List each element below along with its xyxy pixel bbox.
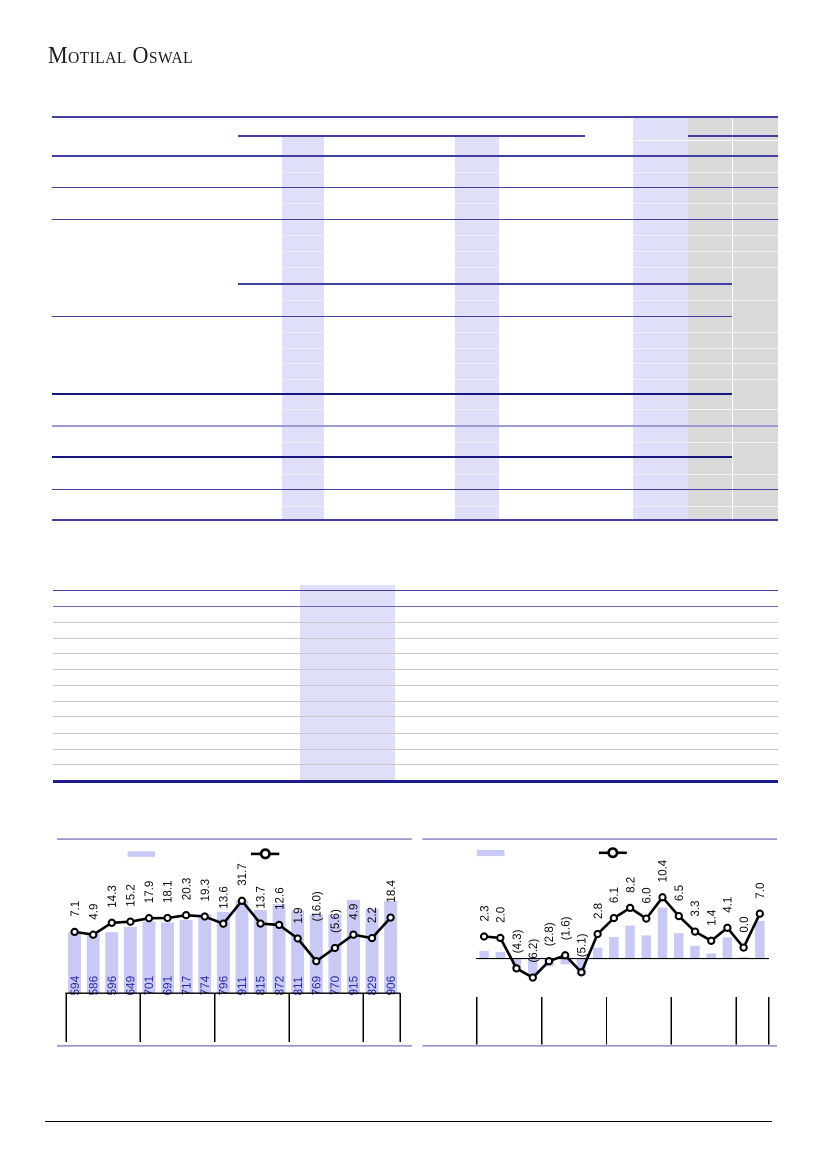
svg-text:7.1: 7.1	[69, 901, 82, 917]
svg-text:0.0: 0.0	[738, 916, 751, 932]
svg-text:829: 829	[365, 976, 379, 996]
svg-text:(5.1): (5.1)	[576, 933, 589, 957]
svg-text:701: 701	[142, 976, 156, 996]
svg-text:594: 594	[68, 975, 82, 995]
svg-text:18.4: 18.4	[385, 879, 398, 902]
svg-text:6.0: 6.0	[641, 887, 654, 903]
svg-text:911: 911	[235, 977, 249, 996]
svg-text:17.9: 17.9	[143, 881, 156, 904]
svg-text:20.3: 20.3	[180, 878, 193, 901]
svg-text:(2.8): (2.8)	[543, 922, 556, 946]
svg-text:8.2: 8.2	[624, 877, 637, 893]
svg-text:2.0: 2.0	[495, 907, 508, 923]
svg-text:769: 769	[310, 976, 324, 996]
svg-text:815: 815	[254, 975, 268, 995]
svg-text:774: 774	[198, 975, 212, 995]
svg-text:6.5: 6.5	[673, 885, 686, 901]
svg-text:796: 796	[217, 975, 231, 995]
svg-text:19.3: 19.3	[199, 879, 212, 902]
svg-text:915: 915	[347, 975, 361, 995]
svg-text:906: 906	[384, 975, 398, 995]
svg-text:13.7: 13.7	[255, 886, 268, 909]
svg-text:13.6: 13.6	[218, 886, 231, 909]
svg-text:6.1: 6.1	[608, 887, 621, 903]
svg-text:7.0: 7.0	[754, 883, 767, 899]
svg-text:(16.0): (16.0)	[311, 891, 324, 921]
svg-text:649: 649	[124, 976, 138, 996]
svg-text:10.4: 10.4	[657, 859, 670, 882]
svg-text:4.9: 4.9	[348, 904, 361, 920]
svg-text:(5.6): (5.6)	[329, 909, 342, 933]
svg-text:31.7: 31.7	[236, 863, 249, 886]
svg-text:12.6: 12.6	[273, 887, 286, 910]
svg-text:2.8: 2.8	[592, 903, 605, 919]
svg-text:4.1: 4.1	[722, 897, 735, 913]
svg-text:717: 717	[179, 976, 193, 996]
svg-text:15.2: 15.2	[125, 884, 138, 907]
svg-text:14.3: 14.3	[106, 885, 119, 908]
svg-text:1.9: 1.9	[292, 907, 305, 923]
svg-text:1.4: 1.4	[705, 909, 718, 926]
svg-text:811: 811	[291, 977, 305, 996]
svg-text:(6.2): (6.2)	[527, 939, 540, 963]
svg-text:(1.6): (1.6)	[559, 916, 572, 940]
svg-text:(4.3): (4.3)	[511, 929, 524, 953]
svg-text:18.1: 18.1	[162, 880, 175, 903]
svg-text:691: 691	[161, 976, 175, 996]
svg-text:4.9: 4.9	[87, 904, 100, 920]
svg-text:2.2: 2.2	[366, 907, 379, 923]
svg-text:586: 586	[86, 975, 100, 995]
svg-text:770: 770	[328, 975, 342, 995]
svg-text:2.3: 2.3	[478, 905, 491, 921]
svg-text:596: 596	[105, 975, 119, 995]
svg-text:872: 872	[272, 976, 286, 996]
svg-text:3.3: 3.3	[689, 900, 702, 916]
